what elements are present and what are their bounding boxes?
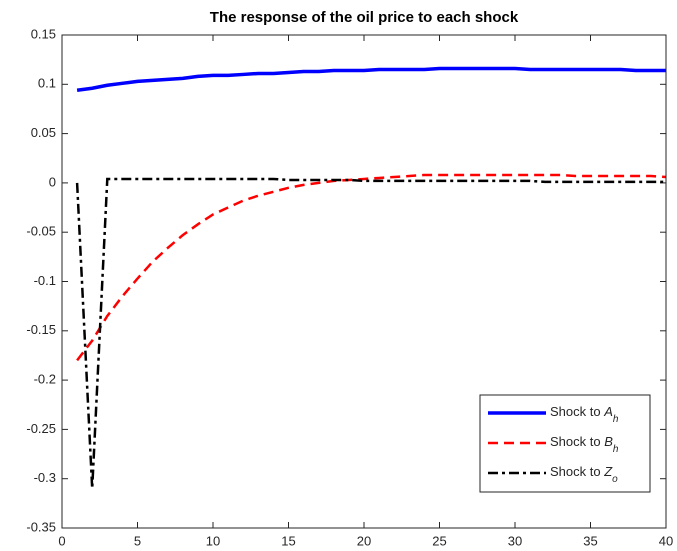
legend-label: Shock to Bh — [550, 434, 619, 454]
legend-label: Shock to Ah — [550, 404, 619, 424]
y-tick-label: -0.1 — [34, 273, 56, 288]
data-line — [75, 177, 666, 489]
chart-title: The response of the oil price to each sh… — [210, 9, 519, 26]
x-tick-label: 0 — [58, 533, 65, 546]
legend-label: Shock to Zo — [550, 464, 618, 484]
y-tick-label: -0.35 — [26, 519, 56, 534]
x-tick-label: 15 — [281, 533, 295, 546]
y-tick-label: 0.15 — [31, 26, 56, 41]
data-line — [76, 66, 666, 92]
x-tick-label: 30 — [508, 533, 522, 546]
y-tick-label: -0.2 — [34, 372, 56, 387]
plot-frame — [61, 34, 667, 529]
x-tick-label: 5 — [134, 533, 141, 546]
y-tick-label: -0.3 — [34, 470, 56, 485]
y-tick-label: -0.15 — [26, 322, 56, 337]
y-tick-label: 0 — [49, 174, 56, 189]
x-tick-label: 40 — [659, 533, 673, 546]
y-tick-label: 0.1 — [38, 76, 56, 91]
y-tick-label: 0.05 — [31, 125, 56, 140]
x-tick-label: 20 — [357, 533, 371, 546]
x-tick-label: 25 — [432, 533, 446, 546]
x-tick-label: 10 — [206, 533, 220, 546]
data-line — [76, 173, 667, 362]
x-tick-label: 35 — [583, 533, 597, 546]
y-tick-label: -0.25 — [26, 421, 56, 436]
legend: Shock to Ah Shock to Bh Shock to Zo — [479, 394, 651, 493]
y-tick-label: -0.05 — [26, 224, 56, 239]
